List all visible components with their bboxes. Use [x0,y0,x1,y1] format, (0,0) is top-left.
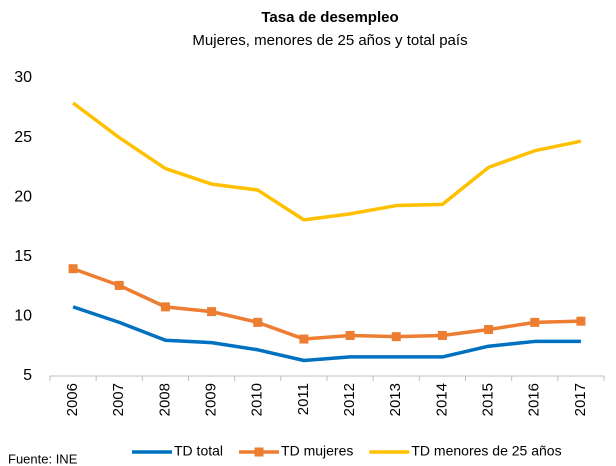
data-marker [530,317,540,327]
data-marker [68,264,78,274]
data-line [72,101,582,222]
legend-label: TD total [174,443,223,459]
y-tick-label: 30 [14,69,32,86]
data-marker [160,302,170,312]
legend-label: TD mujeres [281,443,353,459]
data-marker [114,280,124,290]
legend-marker [254,447,264,457]
data-marker [437,330,447,340]
x-tick-label: 2016 [526,383,543,416]
data-marker [299,334,309,344]
data-marker [391,332,401,342]
data-marker [207,307,217,317]
x-tick-label: 2013 [387,383,404,416]
x-tick-label: 2014 [433,383,450,416]
x-tick-label: 2015 [480,383,497,416]
source-note: Fuente: INE [8,451,78,466]
data-line [72,267,581,341]
y-tick-label: 25 [14,129,32,146]
y-tick-label: 10 [14,308,32,325]
y-tick-label: 15 [14,248,32,265]
x-tick-label: 2007 [110,383,127,416]
y-tick-label: 20 [14,188,32,205]
data-marker [484,325,494,335]
x-tick-label: 2008 [156,383,173,416]
x-tick-label: 2012 [341,383,358,416]
x-tick-label: 2010 [249,383,266,416]
legend-label: TD menores de 25 años [411,443,561,459]
x-tick-label: 2006 [64,383,81,416]
x-tick-label: 2011 [295,383,312,415]
chart-title: Tasa de desempleo [261,9,398,26]
y-tick-label: 5 [23,367,32,384]
chart-subtitle: Mujeres, menores de 25 años y total país [192,32,467,49]
x-tick-label: 2017 [572,383,589,416]
data-marker [576,316,586,326]
data-marker [253,317,263,327]
x-tick-label: 2009 [203,383,220,416]
data-line [72,305,581,363]
data-marker [345,330,355,340]
